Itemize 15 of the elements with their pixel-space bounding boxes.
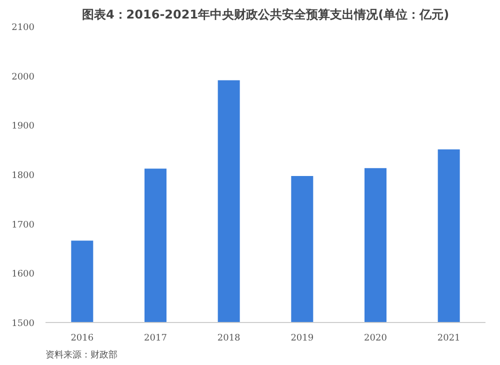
y-tick-label: 1600: [12, 270, 35, 280]
y-tick-label: 1800: [12, 171, 35, 181]
y-tick-label: 1900: [12, 122, 35, 132]
y-tick-label: 1700: [12, 220, 35, 230]
x-tick-label: 2019: [290, 334, 314, 344]
y-tick-label: 1500: [12, 319, 35, 329]
text: 资料来源：财政部: [46, 350, 118, 360]
x-tick-label: 2020: [364, 334, 388, 344]
y-tick-label: 2000: [12, 72, 35, 82]
x-tick-label: 2016: [70, 334, 94, 344]
x-tick-label: 2018: [217, 334, 241, 344]
chart-title: 图表4：2016-2021年中央财政公共安全预算支出情况(单位：亿元): [82, 8, 450, 22]
y-tick-label: 2100: [12, 23, 35, 33]
x-tick-label: 2017: [144, 334, 168, 344]
x-tick-label: 2021: [437, 334, 460, 344]
